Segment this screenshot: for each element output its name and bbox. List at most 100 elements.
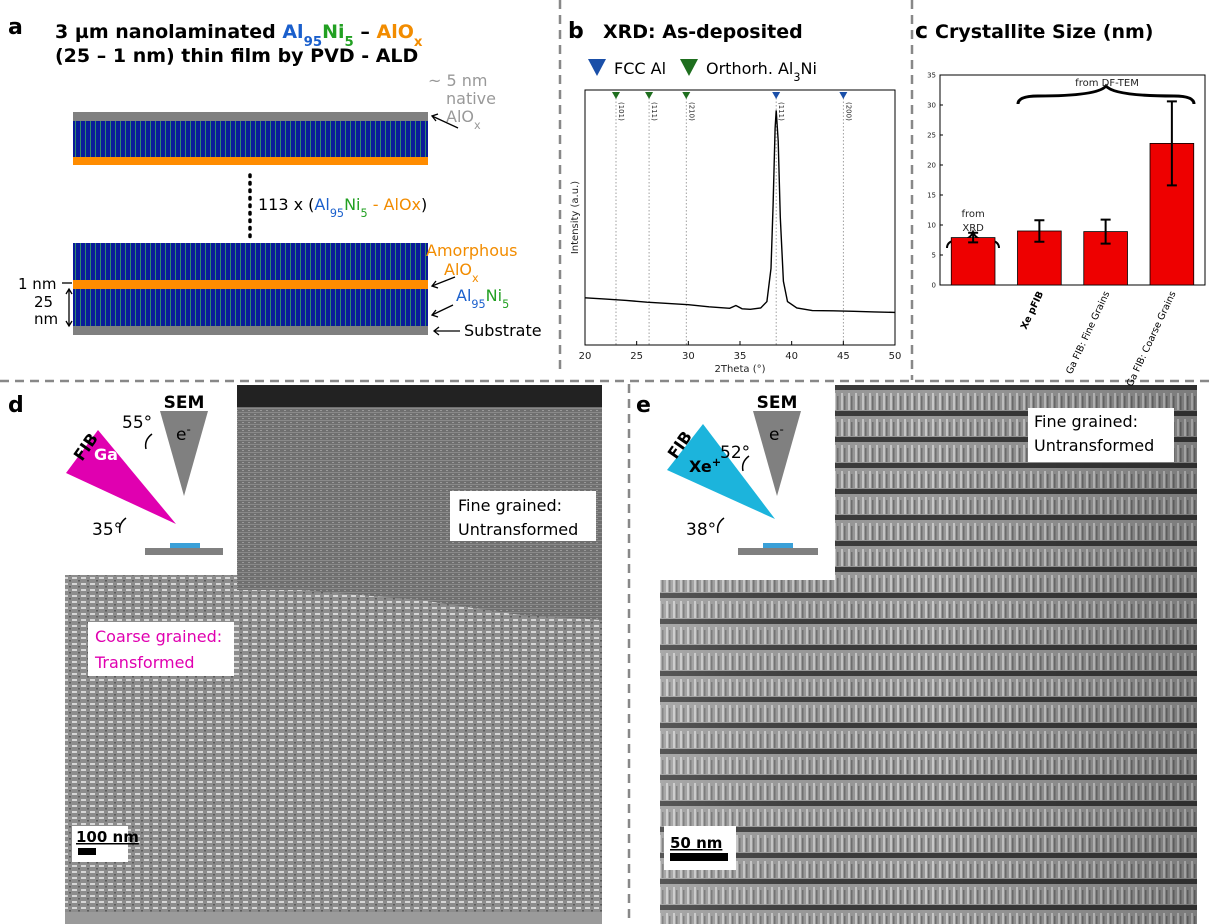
panel-label: c — [915, 19, 928, 44]
region-label: Untransformed — [458, 520, 578, 539]
chart-title: XRD: As-deposited — [603, 21, 803, 43]
text-part: Ni — [486, 286, 502, 305]
text-part: - — [779, 422, 783, 436]
text-part: 3 µm nanolaminated — [55, 21, 282, 43]
chart-title: Crystallite Size (nm) — [935, 21, 1153, 43]
annotation: XRD — [962, 223, 984, 234]
legend-label: FCC Al — [614, 59, 666, 78]
region-label: Fine grained: — [458, 496, 562, 515]
peak-marker — [645, 92, 653, 99]
x-tick-label: 35 — [734, 351, 747, 362]
text-part: Ni — [322, 21, 344, 43]
y-tick-label: 10 — [927, 222, 936, 230]
scale-bar — [670, 853, 728, 861]
annotation: 1 nm — [18, 275, 56, 293]
region-label: Coarse grained: — [95, 627, 222, 646]
text-part: 5 — [360, 207, 367, 220]
x-tick-label: 50 — [889, 351, 902, 362]
peak-label: (200) — [844, 102, 852, 121]
plot-frame — [585, 90, 895, 345]
text-part: + — [118, 444, 127, 457]
region-label: Fine grained: — [1034, 412, 1138, 431]
text-part: 113 x ( — [258, 195, 314, 214]
text-part: 5 — [502, 298, 509, 311]
annotation: AlOx — [446, 107, 481, 132]
annotation: 113 x (Al95Ni5 - AlOx) — [258, 195, 427, 220]
x-tick-label: 45 — [837, 351, 850, 362]
text-part: x — [474, 119, 481, 132]
sem-label: SEM — [757, 393, 798, 413]
y-tick-label: 25 — [927, 132, 936, 140]
annotation: from DF-TEM — [1075, 78, 1139, 89]
x-tick-label: Ga FIB: Fine Grains — [1064, 290, 1112, 376]
x-tick-label: 30 — [682, 351, 695, 362]
text-part: Al — [456, 286, 471, 305]
text-part: e — [176, 425, 186, 445]
text-part: - AlOx — [368, 195, 421, 214]
x-tick-label: 25 — [630, 351, 643, 362]
angle-label: 38° — [686, 520, 716, 540]
region-label: Transformed — [94, 653, 195, 672]
bar — [951, 238, 995, 285]
y-axis-label: Intensity (a.u.) — [570, 181, 581, 254]
text-part: - — [186, 422, 190, 436]
scale-label: 100 nm — [76, 828, 139, 846]
x-tick-label: Xe pFIB — [1019, 290, 1046, 332]
annotation: Substrate — [464, 321, 542, 340]
text-part: – — [354, 21, 377, 43]
region-label: Untransformed — [1034, 436, 1154, 455]
y-tick-label: 20 — [927, 162, 936, 170]
y-tick-label: 15 — [927, 192, 936, 200]
y-tick-label: 35 — [927, 72, 936, 80]
peak-label: (101) — [617, 102, 625, 121]
text-part: AlO — [377, 21, 414, 43]
text-part: ) — [421, 195, 427, 214]
scale-label: 50 nm — [670, 834, 722, 852]
text-part: AlO — [446, 107, 474, 126]
x-tick-label: 20 — [579, 351, 592, 362]
x-tick-label: Ga FIB: Coarse Grains — [1125, 290, 1179, 389]
legend-marker — [680, 59, 698, 76]
text-part: 95 — [471, 298, 485, 311]
scale-bar — [78, 848, 96, 855]
x-axis-label: 2Theta (°) — [715, 364, 766, 375]
annotation: 25 — [34, 293, 53, 311]
text-part: Orthorh. Al — [706, 59, 793, 78]
x-tick-label: 40 — [785, 351, 798, 362]
text-part: Xe — [689, 457, 712, 476]
text-part: e — [769, 425, 779, 445]
peak-marker — [612, 92, 620, 99]
annotation: ~ 5 nm — [428, 71, 487, 90]
sem-label: SEM — [164, 393, 205, 413]
peak-marker — [839, 92, 847, 99]
peak-marker — [682, 92, 690, 99]
text-part: Ni — [344, 195, 360, 214]
title: (25 – 1 nm) thin film by PVD - ALD — [55, 45, 418, 67]
text-part: 3 — [793, 71, 800, 84]
panel-label: b — [568, 19, 584, 44]
legend-label: Orthorh. Al3Ni — [706, 59, 817, 84]
peak-label: (111) — [650, 102, 658, 121]
data-line — [585, 110, 895, 312]
text-part: Al — [314, 195, 329, 214]
text-part: 95 — [330, 207, 344, 220]
text-part: AlO — [444, 260, 472, 279]
text-part: x — [472, 272, 479, 285]
y-tick-label: 30 — [927, 102, 936, 110]
angle-label: 52° — [720, 443, 750, 463]
annotation: Al95Ni5 — [456, 286, 509, 311]
text-part: Al — [282, 21, 303, 43]
y-tick-label: 0 — [932, 282, 936, 290]
annotation: AlOx — [444, 260, 479, 285]
panel-label: d — [8, 393, 24, 418]
layer-stack — [62, 112, 460, 335]
peak-label: (111) — [777, 102, 785, 121]
annotation: from — [961, 209, 984, 220]
text-part: FCC Al — [614, 59, 666, 78]
angle-label: 55° — [122, 413, 152, 433]
figure: a3 µm nanolaminated Al95Ni5 – AlOx(25 – … — [0, 0, 1214, 924]
peak-marker — [772, 92, 780, 99]
text-part: Ga — [94, 445, 118, 464]
panel-label: a — [8, 15, 23, 40]
legend-marker — [588, 59, 606, 76]
